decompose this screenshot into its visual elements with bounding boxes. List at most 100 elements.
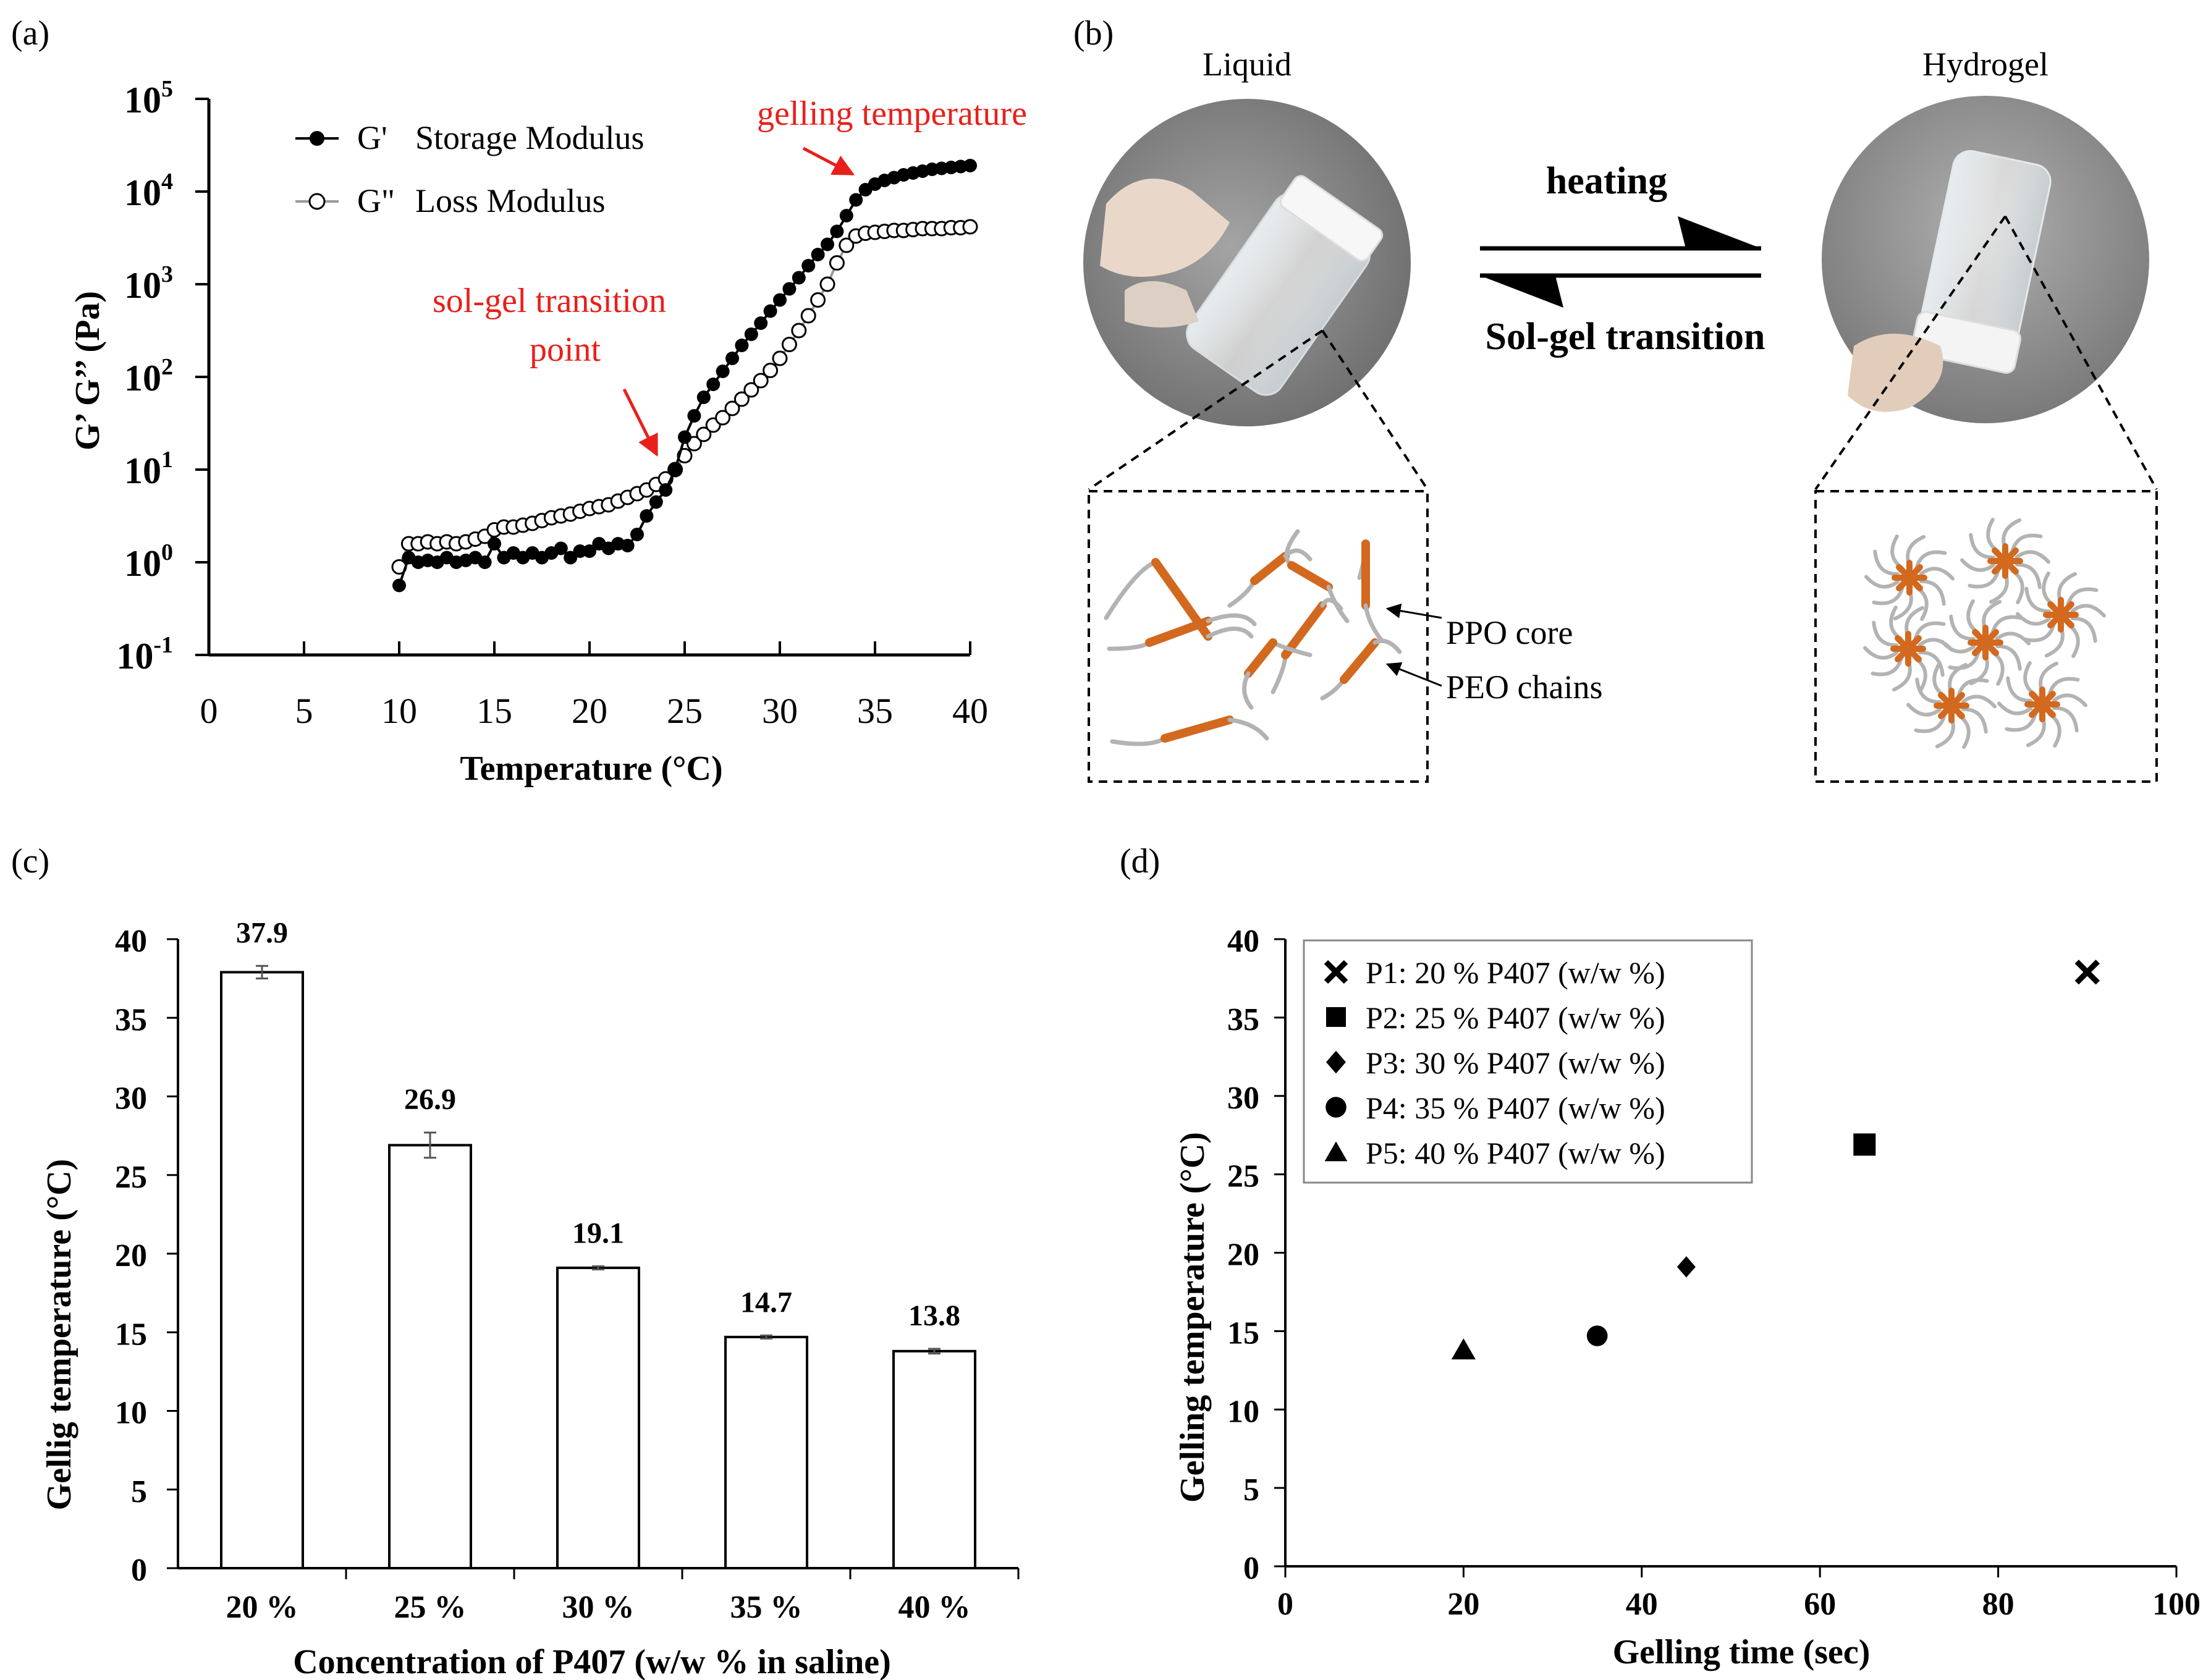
- peo-chain: [1363, 603, 1384, 642]
- panel-d-y-tick-label: 15: [1227, 1315, 1259, 1351]
- panel-a-y-tick-label: 102: [124, 354, 173, 399]
- bar-data-label: 19.1: [572, 1217, 624, 1249]
- panel-d-legend-box: [1303, 939, 1753, 1184]
- panel-d-y-tick-label: 20: [1227, 1238, 1259, 1273]
- loss-modulus-point: [781, 337, 797, 352]
- panel-d-ylabel: Gelling temperature (°C): [1173, 1132, 1212, 1503]
- peo-chain: [1110, 736, 1167, 746]
- storage-modulus-point: [573, 544, 587, 558]
- storage-modulus-point: [706, 378, 721, 391]
- bar: [724, 1335, 808, 1569]
- panel-d-axes: 0 5 10 15 20 25 30 35 40 0 20 40 60 80 100: [1227, 924, 2200, 1622]
- storage-modulus-point: [716, 365, 730, 378]
- legend-marker-triangle: [1324, 1141, 1348, 1162]
- tick-base: 10: [124, 172, 161, 213]
- sol-gel-transition-label: Sol-gel transition: [1486, 316, 1765, 358]
- bar-data-label: 37.9: [236, 916, 288, 949]
- tick-exponent: 0: [161, 539, 173, 565]
- annotation-sol-gel-arrow: [622, 388, 659, 457]
- loss-modulus-point: [829, 255, 845, 271]
- peo-chain: [1206, 613, 1257, 627]
- annotation-gelling-arrow: [802, 146, 855, 176]
- storage-modulus-point: [821, 237, 834, 251]
- storage-modulus-point: [620, 539, 635, 552]
- panel-d-y-tick-label: 35: [1227, 1002, 1259, 1037]
- storage-modulus-point: [830, 224, 844, 238]
- ppo-core-label: PPO core: [1446, 614, 1573, 651]
- point-square: [1853, 1133, 1876, 1156]
- panel-c-y-tick-label: 15: [115, 1317, 147, 1352]
- panel-a-xlabel: Temperature (°C): [460, 749, 722, 788]
- ppo-pointer: [1385, 603, 1442, 619]
- bar: [892, 1349, 976, 1570]
- loss-modulus-line: [398, 226, 971, 568]
- micelle-peo-arm: [1913, 621, 1946, 641]
- tick-base: 10: [124, 358, 161, 399]
- storage-modulus-point: [630, 528, 644, 541]
- storage-modulus-point: [782, 282, 797, 296]
- micelle-peo-arm: [2006, 676, 2032, 703]
- panel-a-x-tick-label: 0: [200, 691, 218, 731]
- micelle-peo-arm: [1863, 646, 1899, 660]
- panel-c-y-tick-label: 5: [131, 1474, 147, 1509]
- micelle-peo-arm: [1949, 614, 1976, 641]
- panel-a-ylabel: G’ G’’ (Pa): [69, 291, 107, 450]
- panel-d-x-tick-label: 80: [1982, 1587, 2014, 1622]
- micelle-peo-arm: [1968, 569, 2000, 589]
- ppo-block: [1287, 561, 1333, 591]
- legend-storage-marker: [310, 131, 324, 146]
- micelle-peo-arm: [1986, 517, 2000, 553]
- panel-c-x-tick-label: 20 %: [226, 1590, 298, 1625]
- bar-data-label: 26.9: [404, 1083, 456, 1116]
- micelle-peo-arm: [1919, 567, 1955, 581]
- panel-d-y-tick-label: 10: [1227, 1394, 1259, 1429]
- micelle-peo-arm: [2042, 571, 2056, 607]
- loss-modulus-point: [772, 350, 788, 366]
- storage-modulus-point: [849, 193, 863, 207]
- panel-c-x-tick-label: 35 %: [730, 1590, 803, 1625]
- micelle-peo-arm: [1948, 651, 1981, 670]
- panel-a-x-tick-label: 15: [476, 691, 512, 731]
- loss-modulus-point: [743, 382, 759, 398]
- peo-chain: [1326, 585, 1350, 623]
- storage-modulus-point: [963, 159, 977, 172]
- point-x: [2074, 960, 2100, 985]
- tick-base: 10: [124, 265, 161, 306]
- loss-modulus-point: [733, 391, 750, 407]
- peo-chain: [1107, 640, 1152, 651]
- panel-a-y-tick-label: 104: [124, 169, 173, 213]
- liquid-label: Liquid: [1203, 46, 1292, 83]
- storage-modulus-point: [744, 327, 758, 341]
- micelle-peo-arm: [2070, 604, 2106, 618]
- micelle-peo-arm: [2066, 587, 2099, 607]
- micelle-network: [1863, 517, 2106, 749]
- point-diamond: [1676, 1256, 1696, 1278]
- panel-c-y-tick-label: 0: [131, 1553, 147, 1588]
- micelle-peo-arm: [1914, 714, 1947, 733]
- micelle-peo-arm: [1872, 620, 1898, 648]
- storage-modulus-point: [649, 495, 663, 509]
- tick-base: 10: [124, 543, 161, 584]
- legend-storage-label: Storage Modulus: [415, 119, 645, 156]
- storage-modulus-point: [668, 463, 682, 476]
- micelle-peo-arm: [2071, 616, 2097, 643]
- micelle-peo-arm: [1960, 558, 1996, 572]
- zoom-line-right-a: [1814, 215, 2006, 491]
- micelle-peo-arm: [1873, 549, 1900, 576]
- micelle-peo-arm: [1990, 615, 2023, 635]
- storage-modulus-point: [754, 316, 768, 330]
- point-triangle: [1451, 1338, 1476, 1360]
- unimer-chains: [1104, 529, 1402, 746]
- panel-c-bars: 37.9 26.9 19.1 14.7 13.8: [220, 916, 976, 1570]
- panel-d-xlabel: Gelling time (sec): [1613, 1633, 1871, 1671]
- legend-entry-label: P3: 30 % P407 (w/w %): [1366, 1045, 1665, 1080]
- loss-modulus-point: [686, 436, 702, 452]
- zoom-line-left-a: [1088, 329, 1324, 491]
- panel-c: (c) 0 5 10 15 20 25 30 35 40 20 % 25 % 30 % 35 % 40 %…: [11, 842, 1020, 1680]
- legend-storage-symbol: G': [357, 119, 387, 156]
- panel-d-x-tick-label: 20: [1447, 1587, 1479, 1622]
- peo-chains-label: PEO chains: [1446, 669, 1602, 706]
- heating-label: heating: [1546, 160, 1667, 202]
- peo-pointer: [1385, 662, 1442, 687]
